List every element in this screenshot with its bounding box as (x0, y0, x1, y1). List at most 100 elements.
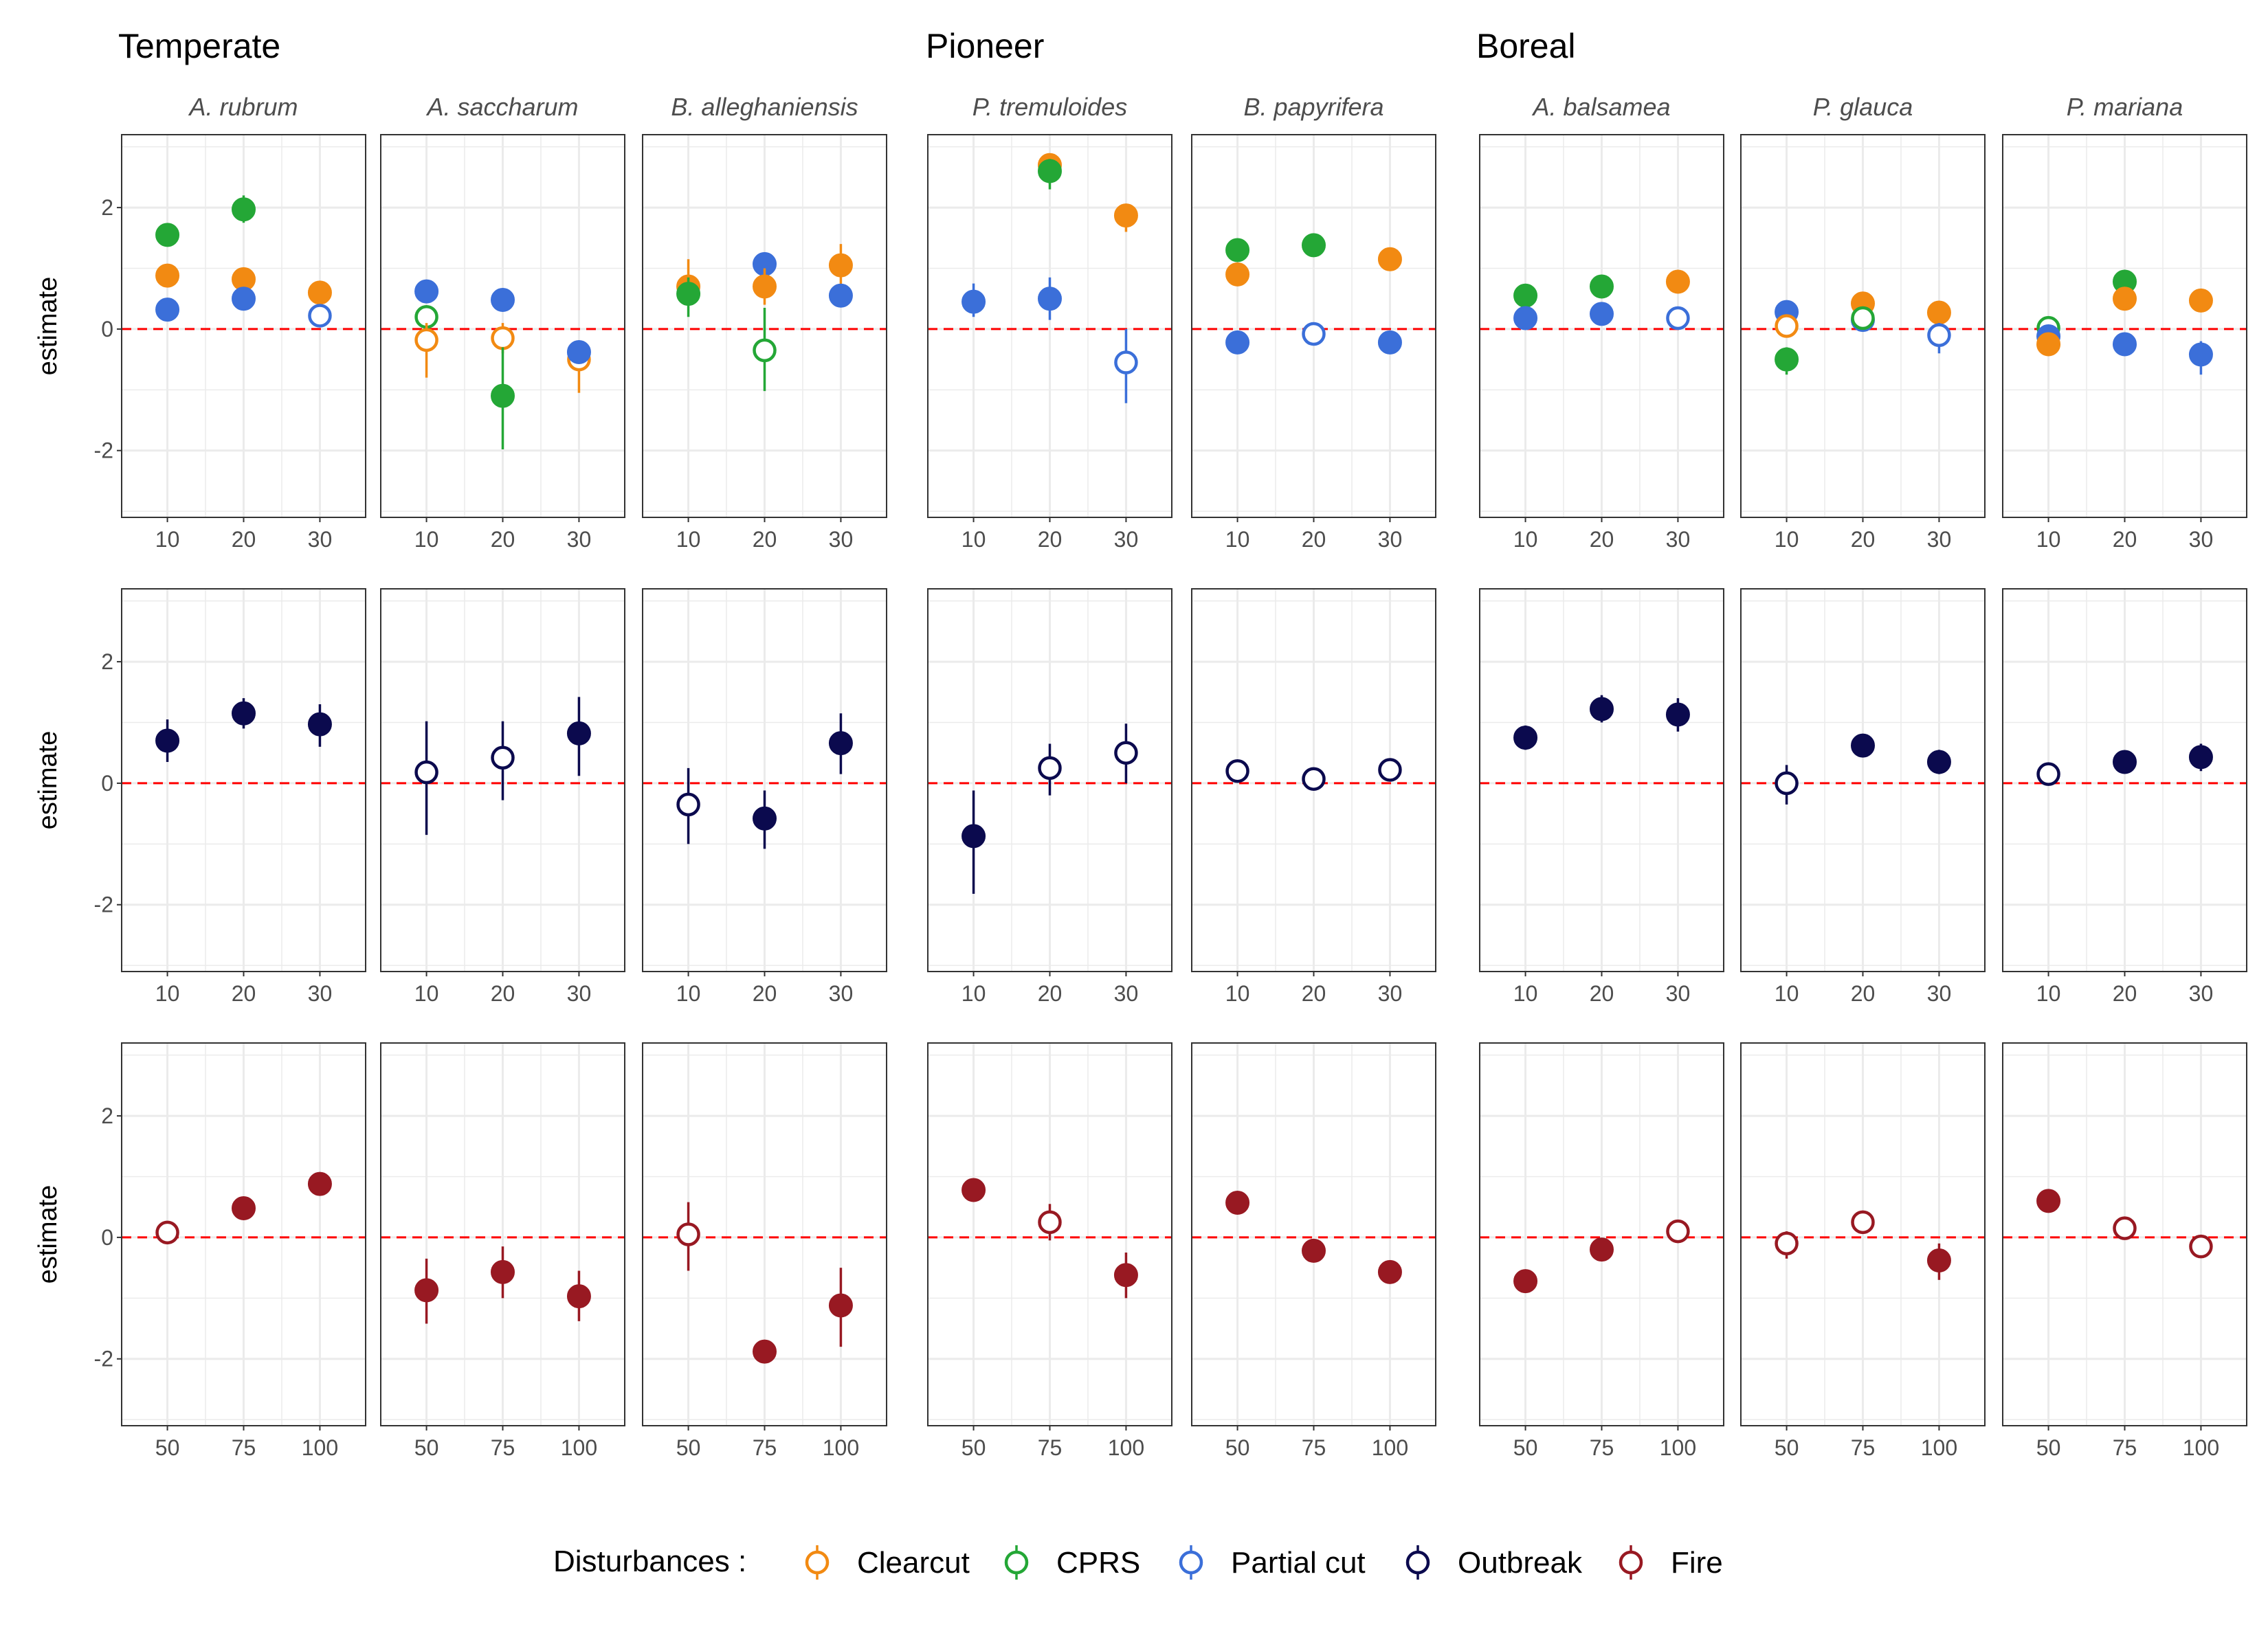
panel-p-glauca-row2: 10 20 30 (1740, 588, 1986, 1006)
strip-label-a-rubrum: A. rubrum (188, 93, 298, 121)
point-partial-cut (1302, 322, 1326, 346)
x-tick-label: 20 (1590, 527, 1614, 552)
point-outbreak (676, 792, 700, 817)
x-tick-label: 10 (414, 527, 439, 552)
x-tick-label: 10 (1225, 981, 1250, 1006)
point-cprs (676, 282, 701, 306)
point-fire (828, 1293, 853, 1318)
x-tick-label: 10 (2036, 981, 2061, 1006)
x-tick-label: 20 (2113, 527, 2137, 552)
x-tick-label: 100 (1372, 1435, 1408, 1460)
legend-key-point (1179, 1550, 1203, 1575)
point-clearcut (2036, 332, 2061, 357)
x-tick-label: 30 (829, 981, 854, 1006)
point-partial-cut (828, 283, 853, 308)
point-fire (1775, 1231, 1799, 1256)
strip-label-a-balsamea: A. balsamea (1531, 93, 1670, 121)
panel-a-balsamea-row3: 50 75 100 (1479, 1042, 1724, 1460)
x-tick-label: 10 (1775, 527, 1799, 552)
x-tick-label: 10 (1225, 527, 1250, 552)
point-clearcut (1113, 203, 1138, 228)
x-tick-label: 10 (1775, 981, 1799, 1006)
point-outbreak (566, 721, 591, 745)
legend-label: Outbreak (1458, 1546, 1583, 1580)
legend-item-cprs: CPRS (1004, 1545, 1140, 1580)
point-clearcut (307, 280, 332, 305)
y-tick-label: -2 (94, 1347, 113, 1371)
point-fire (566, 1284, 591, 1309)
panel-p-mariana-row1: 10 20 30 (2002, 134, 2247, 552)
legend-item-clearcut: Clearcut (805, 1545, 970, 1580)
legend-item-fire: Fire (1619, 1545, 1723, 1580)
x-tick-label: 75 (232, 1435, 256, 1460)
x-tick-label: 30 (1378, 981, 1403, 1006)
panel-p-mariana-row3: 50 75 100 (2002, 1042, 2247, 1460)
panel-p-tremuloides-row3: 50 75 100 (927, 1042, 1172, 1460)
point-clearcut (753, 274, 777, 299)
x-tick-label: 20 (1038, 981, 1063, 1006)
point-cprs (491, 383, 515, 408)
x-tick-label: 50 (155, 1435, 180, 1460)
x-tick-label: 10 (2036, 527, 2061, 552)
point-outbreak (1378, 758, 1402, 782)
strip-label-p-tremuloides: P. tremuloides (972, 93, 1127, 121)
x-tick-label: 100 (1108, 1435, 1144, 1460)
point-clearcut (2113, 287, 2137, 311)
panel-a-balsamea-row2: 10 20 30 (1479, 588, 1724, 1006)
x-tick-label: 50 (1225, 1435, 1250, 1460)
panel-a-rubrum-row1: 10 20 30 (121, 134, 366, 552)
point-outbreak (1225, 759, 1249, 783)
point-partial-cut (308, 304, 332, 328)
y-axis-title: estimate (34, 731, 63, 830)
point-outbreak (1665, 702, 1690, 727)
point-clearcut (155, 263, 180, 288)
panel-p-tremuloides-row2: 10 20 30 (927, 588, 1172, 1006)
x-tick-label: 50 (961, 1435, 986, 1460)
y-axis-title: estimate (34, 277, 63, 376)
panel-a-saccharum-row2: 10 20 30 (380, 588, 625, 1006)
x-tick-label: 100 (823, 1435, 859, 1460)
y-tick-label: 0 (101, 771, 113, 796)
point-clearcut (1926, 300, 1951, 325)
panel-a-rubrum-row3: 50 75 100 (121, 1042, 366, 1460)
point-outbreak (753, 806, 777, 831)
group-title-pioneer: Pioneer (926, 27, 1044, 65)
panel-p-tremuloides-row1: 10 20 30 (927, 134, 1172, 552)
y-tick-label: -2 (94, 438, 113, 463)
point-clearcut (1377, 247, 1402, 271)
point-partial-cut (1927, 323, 1951, 348)
point-fire (155, 1220, 179, 1245)
x-tick-label: 100 (1921, 1435, 1957, 1460)
point-fire (1590, 1237, 1614, 1262)
x-tick-label: 10 (1513, 527, 1538, 552)
facet-panels: A. rubrum A. saccharum B. alleghaniensis P.… (34, 93, 2247, 1460)
x-tick-label: 75 (491, 1435, 515, 1460)
point-fire (1302, 1238, 1326, 1263)
point-fire (491, 1259, 515, 1284)
x-tick-label: 10 (1513, 981, 1538, 1006)
group-titles: Temperate Pioneer Boreal (118, 27, 1576, 65)
point-cprs (1302, 233, 1326, 258)
y-tick-label: 2 (101, 1103, 113, 1128)
x-tick-label: 50 (676, 1435, 701, 1460)
legend-label: Partial cut (1231, 1546, 1366, 1580)
legend-label: Clearcut (857, 1546, 970, 1580)
point-partial-cut (2188, 342, 2213, 367)
x-tick-label: 10 (155, 981, 180, 1006)
x-tick-label: 30 (1666, 981, 1691, 1006)
point-clearcut (1665, 269, 1690, 294)
point-partial-cut (1513, 306, 1538, 330)
legend-key-point (1004, 1550, 1029, 1575)
point-partial-cut (155, 298, 180, 322)
panel-a-saccharum-row1: 10 20 30 (380, 134, 625, 552)
x-tick-label: 30 (1927, 981, 1952, 1006)
x-tick-label: 30 (2189, 527, 2214, 552)
point-clearcut (1775, 314, 1799, 338)
point-fire (414, 1278, 439, 1303)
legend-label: CPRS (1056, 1546, 1140, 1580)
strip-label-b-alleghaniensis: B. alleghaniensis (671, 93, 858, 121)
x-tick-label: 75 (1038, 1435, 1063, 1460)
point-outbreak (828, 731, 853, 756)
x-tick-label: 30 (308, 981, 333, 1006)
point-partial-cut (414, 279, 439, 304)
